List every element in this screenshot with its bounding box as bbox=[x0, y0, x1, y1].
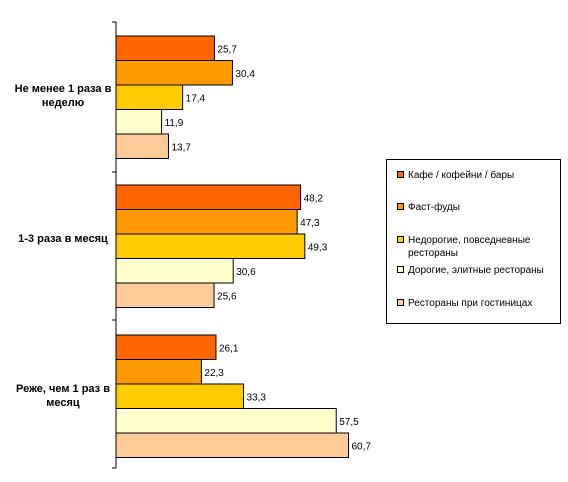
bar-1-1 bbox=[115, 35, 215, 61]
value-label-3-4: 57,5 bbox=[339, 417, 359, 428]
legend-swatch-fastfood bbox=[397, 203, 404, 210]
value-label-2-5: 25,6 bbox=[217, 291, 237, 302]
category-label-monthly: 1-3 раза в месяц bbox=[18, 233, 108, 245]
value-label-2-1: 48,2 bbox=[304, 193, 324, 204]
bar-2-4 bbox=[115, 258, 234, 284]
value-label-2-4: 30,6 bbox=[236, 267, 256, 278]
value-label-2-3: 49,3 bbox=[308, 242, 328, 253]
legend-label-hotel: Рестораны при гостиницах bbox=[408, 298, 533, 309]
legend-label-fastfood: Фаст-фуды bbox=[408, 202, 460, 213]
legend-label-casual: Недорогие, повседневные рестораны bbox=[408, 235, 531, 259]
value-label-1-1: 25,7 bbox=[217, 44, 237, 55]
bar-1-5 bbox=[115, 133, 169, 159]
legend-swatch-elite bbox=[397, 266, 404, 273]
value-label-3-1: 26,1 bbox=[219, 343, 239, 354]
bar-3-2 bbox=[115, 359, 202, 385]
value-label-2-2: 47,3 bbox=[300, 218, 320, 229]
bar-2-3 bbox=[115, 233, 306, 259]
bar-2-1 bbox=[115, 184, 302, 210]
value-label-3-2: 22,3 bbox=[204, 368, 224, 379]
value-label-3-3: 33,3 bbox=[247, 392, 267, 403]
bar-3-5 bbox=[115, 432, 349, 458]
legend-label-elite: Дорогие, элитные рестораны bbox=[408, 265, 544, 276]
category-label-rarely: Реже, чем 1 раз в месяц bbox=[16, 383, 110, 409]
value-label-1-3: 17,4 bbox=[186, 93, 206, 104]
bar-2-2 bbox=[115, 209, 298, 235]
value-label-3-5: 60,7 bbox=[351, 441, 371, 452]
legend: Кафе / кофейни / бары Фаст-фуды Недороги… bbox=[386, 159, 561, 324]
bar-1-3 bbox=[115, 84, 184, 110]
bar-1-4 bbox=[115, 109, 163, 135]
legend-swatch-hotel bbox=[397, 299, 404, 306]
value-label-1-2: 30,4 bbox=[235, 69, 255, 80]
value-label-1-5: 13,7 bbox=[171, 142, 191, 153]
bar-1-2 bbox=[115, 60, 233, 86]
bar-2-5 bbox=[115, 282, 215, 308]
value-label-1-4: 11,9 bbox=[165, 118, 184, 129]
bar-3-4 bbox=[115, 408, 337, 434]
bar-3-3 bbox=[115, 383, 245, 409]
category-label-weekly: Не менее 1 раза в неделю bbox=[14, 83, 112, 109]
legend-swatch-casual bbox=[397, 236, 404, 243]
legend-label-cafes: Кафе / кофейни / бары bbox=[408, 170, 515, 181]
legend-swatch-cafes bbox=[397, 171, 404, 178]
bar-3-1 bbox=[115, 334, 217, 360]
